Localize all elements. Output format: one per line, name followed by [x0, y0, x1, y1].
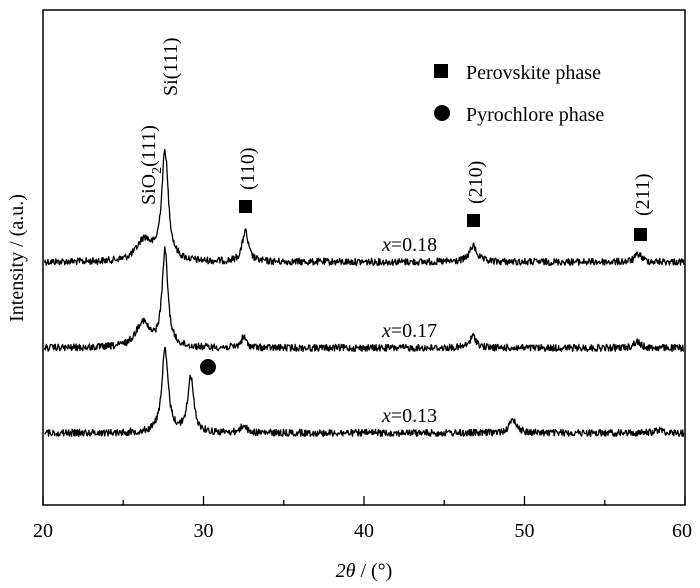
x-tick-label-30: 30	[194, 520, 214, 542]
series-label-x-0.13: x=0.13	[381, 405, 437, 427]
annotation-211: (211)	[632, 173, 654, 216]
x-axis-label-unit: / (°)	[355, 560, 392, 582]
annotation-210: (210)	[465, 161, 487, 204]
legend-label-pyrochlore: Pyrochlore phase	[466, 104, 604, 126]
series-line-x=0.18	[43, 148, 685, 267]
series-line-x=0.13	[44, 346, 685, 438]
annotation-sio2-sub: 2	[150, 167, 165, 174]
series-label-var: x	[381, 405, 391, 427]
y-axis-label: Intensity / (a.u.)	[6, 194, 28, 322]
x-tick-label-40: 40	[354, 520, 374, 542]
series-label-var: x	[381, 234, 391, 256]
annotation-110: (110)	[237, 147, 259, 190]
x-axis-label: 2θ / (°)	[336, 560, 393, 582]
series-label-x-0.18: x=0.18	[381, 234, 437, 256]
annotation-sio2-text: SiO	[138, 174, 160, 205]
annotation-si-111: Si(111)	[160, 37, 182, 96]
annotation-sio2-111: SiO2(111)	[138, 125, 165, 205]
x-tick-label-60: 60	[672, 520, 692, 542]
series-layer	[43, 148, 685, 438]
pyrochlore-marker-29	[200, 359, 216, 375]
series-label-x-0.17: x=0.17	[381, 320, 437, 342]
x-ticks	[42, 496, 686, 505]
legend-circle-marker	[434, 105, 450, 121]
series-label-var: x	[381, 320, 391, 342]
legend-label-perovskite: Perovskite phase	[466, 62, 601, 84]
x-tick-label-20: 20	[33, 520, 53, 542]
series-label-value: =0.13	[391, 405, 437, 427]
perovskite-marker-211	[634, 228, 647, 241]
annotation-sio2-after: (111)	[138, 125, 160, 167]
series-line-x=0.17	[43, 246, 684, 353]
x-tick-label-50: 50	[515, 520, 535, 542]
legend-square-marker	[434, 64, 448, 78]
perovskite-marker-210	[467, 214, 480, 227]
x-axis-label-symbol: 2θ	[336, 560, 356, 582]
series-label-value: =0.17	[391, 320, 437, 342]
perovskite-marker-110	[239, 200, 252, 213]
series-label-value: =0.18	[391, 234, 437, 256]
